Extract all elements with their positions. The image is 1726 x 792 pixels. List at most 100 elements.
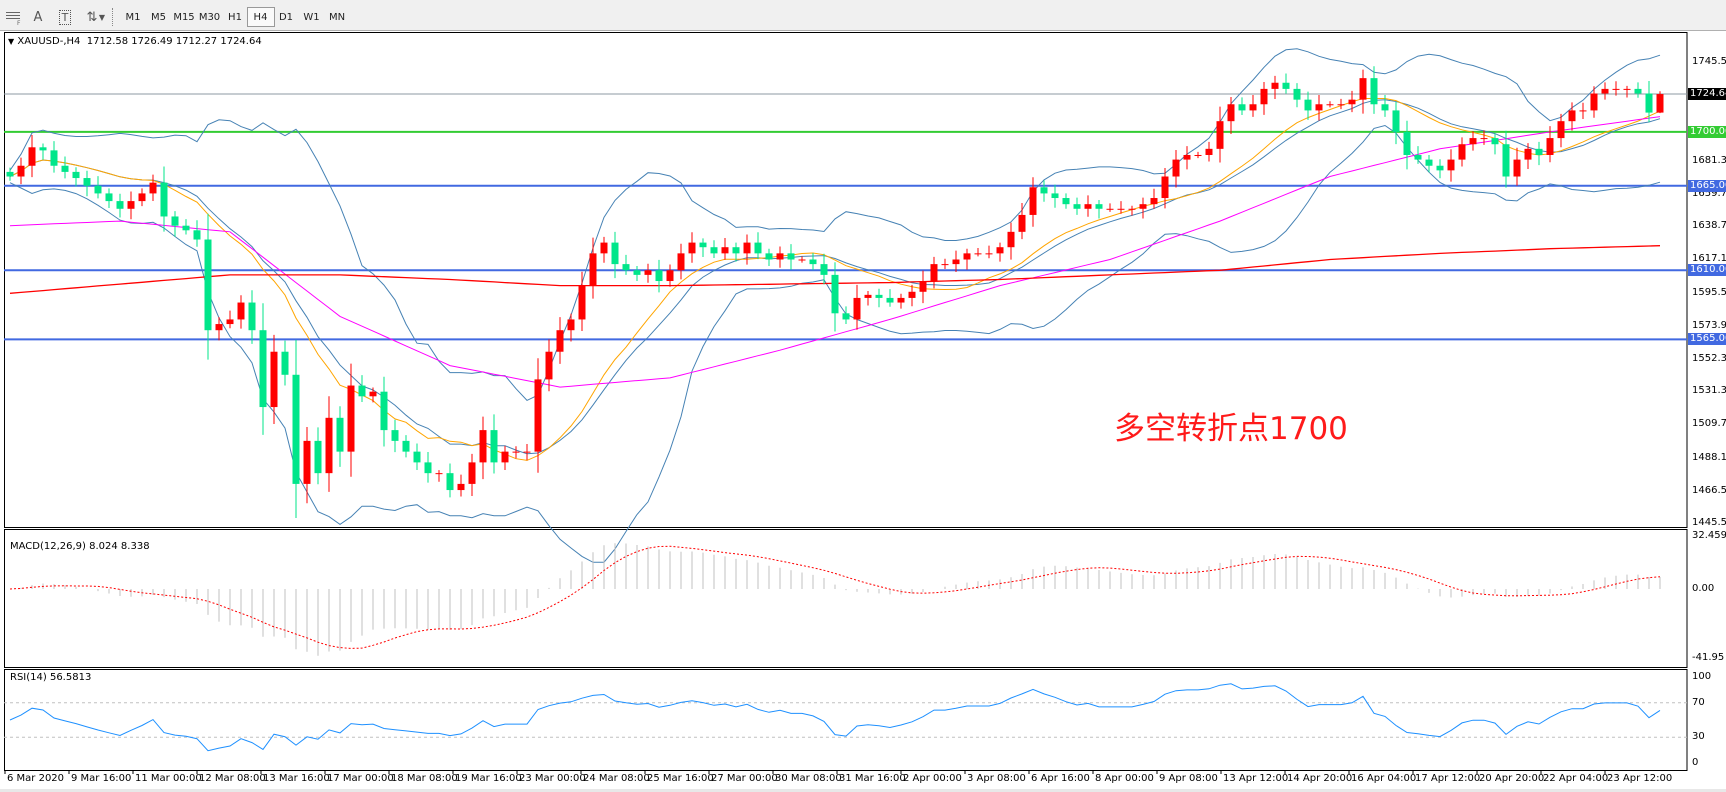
time-axis-label: 18 Mar 08:00: [391, 773, 458, 784]
candle-up: [677, 253, 685, 271]
price-axis-tick: 1745.50: [1692, 56, 1726, 67]
price-axis-tick: 1573.90: [1692, 319, 1726, 331]
candle-down: [1634, 88, 1642, 94]
candle-up: [28, 147, 36, 166]
timeframe-m15-button[interactable]: M15: [173, 11, 195, 23]
timeframe-d1-button[interactable]: D1: [278, 11, 294, 23]
candle-down: [831, 274, 839, 314]
candle-up: [270, 351, 278, 408]
candle-down: [94, 185, 102, 194]
candle-down: [820, 264, 828, 275]
candle-up: [1568, 110, 1576, 122]
candle-down: [732, 247, 740, 254]
text-a-icon[interactable]: A: [26, 7, 50, 27]
candle-down: [1645, 93, 1653, 113]
candle-down: [622, 264, 630, 271]
chart-canvas: [4, 32, 1688, 774]
rsi-label: RSI(14) 56.5813: [10, 672, 92, 683]
candle-up: [226, 319, 234, 325]
price-axis-tick: 1552.30: [1692, 352, 1726, 364]
rsi-axis-tick: 70: [1692, 696, 1705, 708]
candle-down: [336, 417, 344, 452]
price-axis-tick: 1681.30: [1692, 154, 1726, 166]
candle-up: [149, 182, 157, 194]
candle-up: [963, 253, 971, 260]
candle-down: [1304, 99, 1312, 111]
timeframe-mn-button[interactable]: MN: [328, 11, 346, 23]
candle-down: [314, 440, 322, 474]
candle-up: [1458, 144, 1466, 160]
candle-down: [1073, 204, 1081, 209]
macd-signal-line: [9, 545, 1661, 649]
candle-down: [490, 430, 498, 463]
candle-down: [1392, 110, 1400, 132]
candle-up: [1029, 187, 1037, 215]
time-axis-label: 2 Apr 00:00: [903, 773, 962, 784]
candle-up: [1271, 82, 1279, 89]
text-label-icon[interactable]: T: [53, 7, 77, 27]
candle-up: [556, 330, 564, 352]
time-axis-label: 23 Mar 00:00: [519, 773, 586, 784]
candle-down: [446, 473, 454, 491]
candle-up: [479, 430, 487, 463]
candle-down: [83, 178, 91, 186]
candle-up: [974, 253, 982, 255]
candle-up: [1337, 104, 1345, 106]
candle-up: [644, 270, 652, 275]
current-price-tag: 1724.64: [1688, 88, 1726, 101]
candle-down: [182, 225, 190, 231]
candle-down: [402, 440, 410, 452]
collapse-triangle-icon[interactable]: ▼: [8, 37, 15, 46]
candle-up: [721, 247, 729, 254]
candle-up: [1623, 88, 1631, 90]
candle-down: [204, 239, 212, 331]
candle-up: [468, 462, 476, 484]
timeframe-m1-button[interactable]: M1: [125, 11, 141, 23]
bollinger-lower-line: [9, 124, 1661, 563]
time-axis-label: 31 Mar 16:00: [839, 773, 906, 784]
candle-up: [1469, 138, 1477, 145]
candle-up: [501, 451, 509, 463]
annotation-text: 多空转折点1700: [1114, 411, 1348, 447]
time-axis-label: 14 Apr 20:00: [1287, 773, 1353, 784]
dropdown-arrow-icon[interactable]: ▼: [98, 12, 106, 22]
level-price-tag: 1665.00: [1688, 179, 1726, 192]
price-axis-tick: 1531.30: [1692, 385, 1726, 397]
candle-up: [1612, 88, 1620, 90]
timeframe-h1-button[interactable]: H1: [228, 11, 242, 23]
price-axis-tick: 1659.70: [1692, 187, 1726, 199]
candle-up: [1326, 104, 1334, 106]
candle-up: [1590, 93, 1598, 111]
price-axis-tick: 1638.70: [1692, 220, 1726, 232]
candle-down: [1040, 187, 1048, 194]
candle-up: [941, 264, 949, 266]
candle-up: [512, 451, 520, 453]
timeframe-h4-button[interactable]: H4: [246, 7, 275, 27]
candle-down: [61, 165, 69, 172]
candle-down: [754, 242, 762, 254]
price-axis-tick: 1488.10: [1692, 451, 1726, 463]
candle-up: [1007, 231, 1015, 248]
candle-down: [875, 294, 883, 298]
candle-down: [765, 253, 773, 260]
candle-up: [1524, 148, 1532, 160]
macd-pane-frame: [4, 529, 1688, 668]
timeframe-m5-button[interactable]: M5: [151, 11, 166, 23]
chart-window[interactable]: ▼ XAUUSD-,H4 1712.58 1726.49 1712.27 172…: [0, 31, 1726, 792]
macd-axis-tick: 0.00: [1692, 583, 1715, 594]
candle-down: [259, 330, 267, 408]
bollinger-upper-line: [9, 48, 1661, 402]
macd-axis-tick: 32.459: [1692, 529, 1726, 541]
arrows-icon[interactable]: ⇅: [86, 9, 98, 25]
time-axis-label: 6 Mar 2020: [7, 773, 65, 784]
timeframe-m30-button[interactable]: M30: [198, 11, 221, 23]
candle-up: [688, 242, 696, 254]
time-axis-label: 27 Mar 00:00: [711, 773, 778, 784]
candle-up: [1106, 208, 1114, 210]
candle-up: [919, 281, 927, 292]
ma-magenta-line: [9, 116, 1661, 388]
grid-icon[interactable]: F: [2, 7, 26, 27]
time-axis-label: 9 Apr 08:00: [1159, 773, 1218, 784]
price-axis-tick: 1445.50: [1692, 517, 1726, 529]
timeframe-w1-button[interactable]: W1: [303, 11, 320, 23]
